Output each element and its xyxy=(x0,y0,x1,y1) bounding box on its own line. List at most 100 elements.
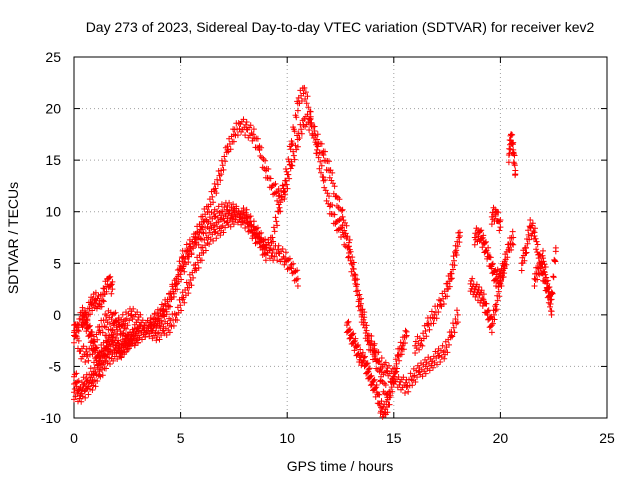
data-point xyxy=(205,203,212,210)
data-point xyxy=(382,409,389,416)
data-point xyxy=(288,141,295,148)
data-point xyxy=(454,311,461,318)
data-point xyxy=(160,327,167,334)
data-point xyxy=(531,229,538,236)
data-point xyxy=(275,208,282,215)
data-point xyxy=(320,151,327,158)
data-point xyxy=(211,229,218,236)
data-point xyxy=(339,213,346,220)
data-point xyxy=(100,291,107,298)
data-point xyxy=(403,384,410,391)
data-point xyxy=(282,177,289,184)
data-point xyxy=(448,332,455,339)
data-point xyxy=(412,342,419,349)
axis-ticks: 0 5 10 15 20 25 -10 -5 0 5 10 15 20 25 xyxy=(41,49,615,446)
data-point xyxy=(548,311,555,318)
data-point xyxy=(105,342,112,349)
data-point xyxy=(218,224,225,231)
data-point xyxy=(409,373,416,380)
data-point xyxy=(218,208,225,215)
data-point xyxy=(83,353,90,360)
data-point xyxy=(173,275,180,282)
data-points xyxy=(71,84,559,420)
x-tick-label: 5 xyxy=(177,430,185,446)
data-point xyxy=(484,311,491,318)
data-point xyxy=(154,330,161,337)
data-point xyxy=(452,249,459,256)
data-point xyxy=(386,394,393,401)
data-point xyxy=(326,167,333,174)
data-point xyxy=(352,280,359,287)
data-point xyxy=(198,249,205,256)
data-point xyxy=(360,358,367,365)
x-tick-label: 0 xyxy=(70,430,78,446)
y-tick-label: -5 xyxy=(49,358,62,374)
data-point xyxy=(378,373,385,380)
data-point xyxy=(173,311,180,318)
data-point xyxy=(369,378,376,385)
data-point xyxy=(505,151,512,158)
series-track-13 xyxy=(531,247,555,318)
data-point xyxy=(493,301,500,308)
data-point xyxy=(77,347,84,354)
data-point xyxy=(96,327,103,334)
data-point xyxy=(230,213,237,220)
plus-marker-set xyxy=(467,228,517,336)
data-point xyxy=(237,210,244,217)
data-point xyxy=(269,182,276,189)
data-point xyxy=(96,358,103,365)
data-point xyxy=(243,213,250,220)
data-point xyxy=(395,353,402,360)
data-point xyxy=(508,131,515,138)
y-tick-label: 20 xyxy=(45,101,61,117)
data-point xyxy=(348,332,355,339)
plot-frame xyxy=(73,56,608,419)
data-point xyxy=(154,317,161,324)
data-point xyxy=(527,224,534,231)
data-point xyxy=(371,353,378,360)
data-point xyxy=(431,311,438,318)
data-point xyxy=(275,249,282,256)
series-track-11 xyxy=(505,131,519,179)
series-track-3 xyxy=(71,205,301,397)
data-point xyxy=(441,347,448,354)
data-point xyxy=(256,234,263,241)
data-point xyxy=(192,239,199,246)
data-point xyxy=(346,239,353,246)
data-point xyxy=(548,296,555,303)
data-point xyxy=(83,311,90,318)
data-point xyxy=(113,342,120,349)
data-point xyxy=(320,177,327,184)
data-point xyxy=(488,322,495,329)
series-track-9 xyxy=(471,225,508,289)
data-point xyxy=(166,322,173,329)
data-point xyxy=(71,389,77,396)
data-point xyxy=(294,275,301,282)
data-point xyxy=(262,167,269,174)
data-point xyxy=(160,311,167,318)
data-point xyxy=(437,301,444,308)
data-point xyxy=(403,332,410,339)
x-axis-label: GPS time / hours xyxy=(287,458,394,474)
data-point xyxy=(471,234,478,241)
data-point xyxy=(96,371,103,378)
data-point xyxy=(314,146,321,153)
data-point xyxy=(339,229,346,236)
data-point xyxy=(250,131,257,138)
data-point xyxy=(333,219,340,226)
data-point xyxy=(224,206,231,213)
data-point xyxy=(307,115,314,122)
plus-marker-set xyxy=(488,204,504,234)
data-point xyxy=(429,358,436,365)
data-point xyxy=(122,342,129,349)
data-point xyxy=(480,239,487,246)
y-tick-label: 10 xyxy=(45,204,61,220)
data-point xyxy=(71,373,77,380)
data-point xyxy=(399,342,406,349)
y-tick-label: -10 xyxy=(41,410,61,426)
data-point xyxy=(224,146,231,153)
data-point xyxy=(540,255,547,262)
data-point xyxy=(326,203,333,210)
data-point xyxy=(497,270,504,277)
